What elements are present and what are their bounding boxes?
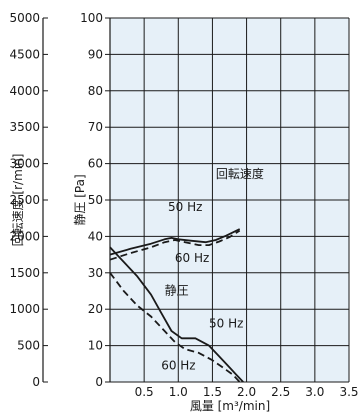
annotation-hz60_rpm: 60 Hz [175,251,209,265]
pressure-tick-label: 10 [88,339,103,353]
rpm-tick-label: 4000 [9,84,40,98]
pressure-tick-label: 50 [88,193,103,207]
rpm-tick-label: 2500 [9,193,40,207]
pressure-tick-label: 40 [88,229,103,243]
pressure-tick-label: 80 [88,84,103,98]
annotation-hz50_p: 50 Hz [209,316,243,330]
series-line [109,246,244,383]
pressure-tick-label: 100 [80,11,103,25]
pressure-tick-label: 20 [88,302,103,316]
pressure-tick-label: 90 [88,47,103,61]
rpm-tick-label: 0 [32,375,40,389]
pressure-tick-label: 0 [95,375,103,389]
airflow-tick-label: 1.0 [169,385,188,399]
airflow-tick-label: 0.5 [135,385,154,399]
pressure-tick-label: 30 [88,266,103,280]
series-line [109,228,241,256]
annotations: 回転速度 50 Hz 60 Hz 静圧 50 Hz 60 Hz [161,166,264,372]
airflow-tick-label: 2.5 [271,385,290,399]
annotation-pressure_label: 静圧 [165,284,189,298]
rpm-tick-label: 1500 [9,266,40,280]
pressure-tick-label: 70 [88,120,103,134]
pressure-axis-title: 静圧 [Pa] [73,174,87,225]
rpm-tick-label: 500 [17,339,40,353]
rpm-axis-title: 回転速度 [r/min] [10,154,25,247]
annotation-rpm_label: 回転速度 [216,166,264,181]
pressure-axis: 0 10 20 30 40 50 60 70 80 90 100 [80,11,110,389]
airflow-tick-label: 3.0 [305,385,324,399]
series-group [109,228,244,383]
rpm-tick-label: 5000 [9,11,40,25]
pressure-tick-label: 60 [88,157,103,171]
airflow-axis-title: 風量 [m³/min] [190,399,270,413]
airflow-tick-label: 1.5 [203,385,222,399]
grid [109,17,350,383]
airflow-tick-label: 2.0 [237,385,256,399]
airflow-tick-label: 3.5 [339,385,358,399]
rpm-axis: 0 500 1000 1500 2000 2500 3000 3500 4000 4500 5000 [9,11,48,389]
annotation-hz60_p: 60 Hz [161,358,195,372]
series-line [109,229,241,261]
series-line [109,272,241,383]
rpm-tick-label: 3000 [9,157,40,171]
rpm-tick-label: 3500 [9,120,40,134]
airflow-axis: 0.5 1.0 1.5 2.0 2.5 3.0 3.5 [135,385,359,399]
rpm-tick-label: 4500 [9,47,40,61]
rpm-tick-label: 1000 [9,302,40,316]
annotation-hz50_rpm: 50 Hz [168,200,202,214]
rpm-tick-label: 2000 [9,229,40,243]
